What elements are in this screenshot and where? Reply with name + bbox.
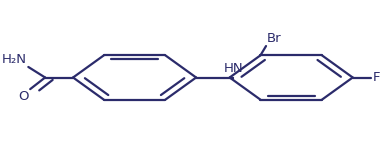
Text: H₂N: H₂N: [2, 53, 27, 66]
Text: F: F: [372, 71, 380, 84]
Text: O: O: [18, 90, 28, 103]
Text: Br: Br: [267, 32, 282, 45]
Text: HN: HN: [223, 62, 243, 75]
